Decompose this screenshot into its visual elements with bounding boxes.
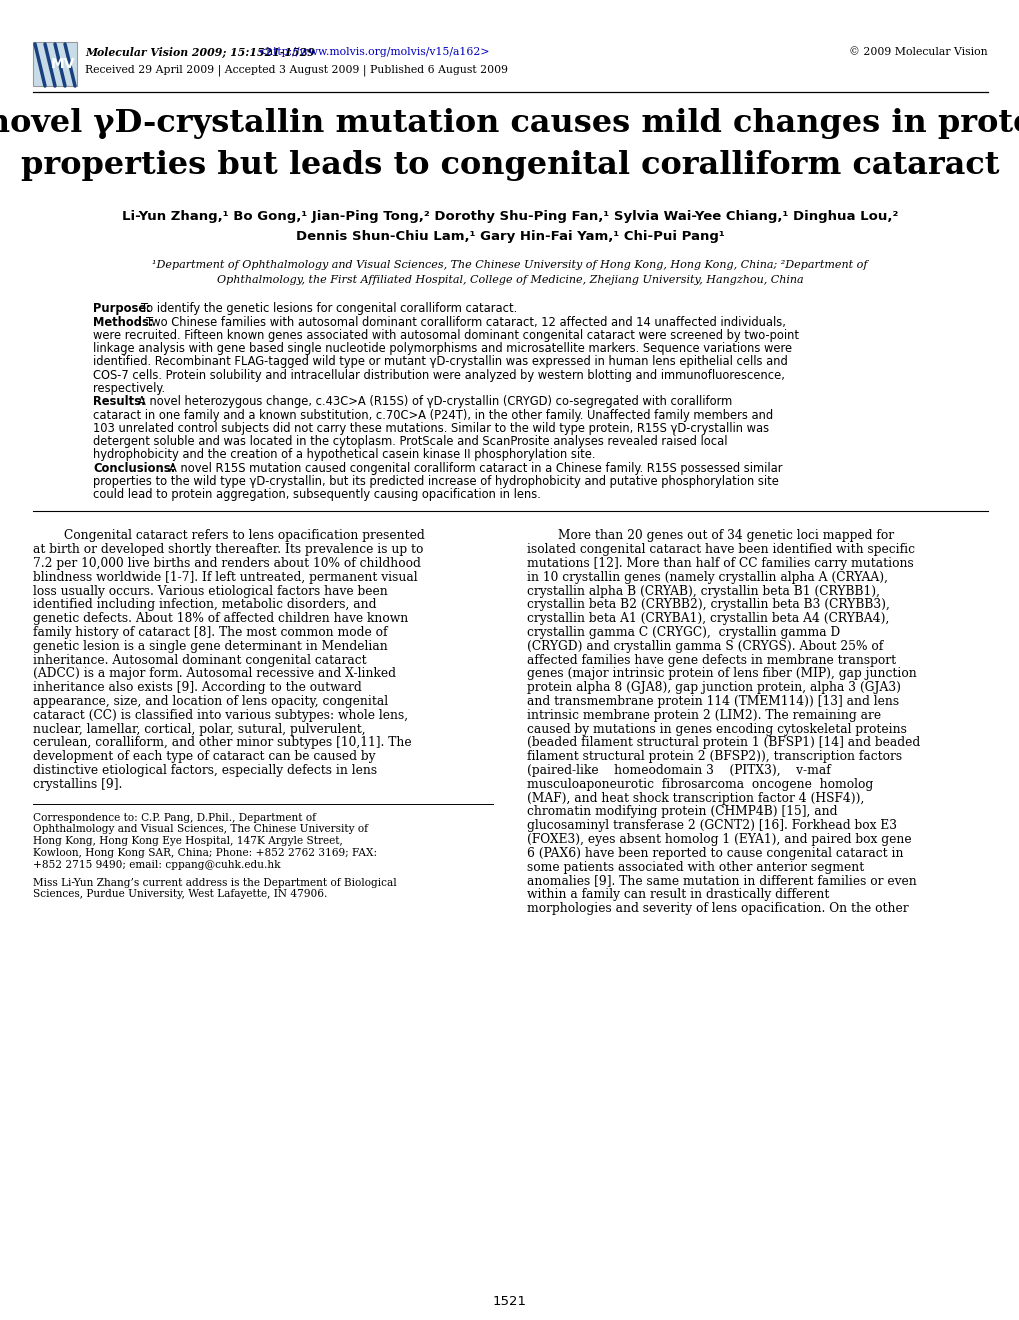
Text: Methods:: Methods: bbox=[93, 315, 153, 329]
Text: could lead to protein aggregation, subsequently causing opacification in lens.: could lead to protein aggregation, subse… bbox=[93, 488, 540, 502]
Text: +852 2715 9490; email: cppang@cuhk.edu.hk: +852 2715 9490; email: cppang@cuhk.edu.h… bbox=[33, 859, 280, 870]
Text: Two Chinese families with autosomal dominant coralliform cataract, 12 affected a: Two Chinese families with autosomal domi… bbox=[146, 315, 785, 329]
Text: Molecular Vision 2009; 15:1521-1529: Molecular Vision 2009; 15:1521-1529 bbox=[85, 46, 318, 58]
Text: © 2009 Molecular Vision: © 2009 Molecular Vision bbox=[849, 48, 987, 57]
Text: Dennis Shun-Chiu Lam,¹ Gary Hin-Fai Yam,¹ Chi-Pui Pang¹: Dennis Shun-Chiu Lam,¹ Gary Hin-Fai Yam,… bbox=[296, 230, 723, 243]
Text: distinctive etiological factors, especially defects in lens: distinctive etiological factors, especia… bbox=[33, 764, 377, 777]
Text: and transmembrane protein 114 (TMEM114)) [13] and lens: and transmembrane protein 114 (TMEM114))… bbox=[527, 696, 898, 708]
Text: family history of cataract [8]. The most common mode of: family history of cataract [8]. The most… bbox=[33, 626, 387, 639]
Text: Results:: Results: bbox=[93, 396, 146, 408]
Text: crystallins [9].: crystallins [9]. bbox=[33, 777, 122, 791]
Text: properties to the wild type γD-crystallin, but its predicted increase of hydroph: properties to the wild type γD-crystalli… bbox=[93, 475, 779, 488]
Text: (MAF), and heat shock transcription factor 4 (HSF4)),: (MAF), and heat shock transcription fact… bbox=[527, 792, 863, 805]
Text: cataract (CC) is classified into various subtypes: whole lens,: cataract (CC) is classified into various… bbox=[33, 709, 408, 722]
Text: MV: MV bbox=[51, 57, 75, 71]
Text: Sciences, Purdue University, West Lafayette, IN 47906.: Sciences, Purdue University, West Lafaye… bbox=[33, 890, 327, 899]
Text: chromatin modifying protein (CHMP4B) [15], and: chromatin modifying protein (CHMP4B) [15… bbox=[527, 805, 837, 818]
Text: appearance, size, and location of lens opacity, congenital: appearance, size, and location of lens o… bbox=[33, 696, 388, 708]
Text: A novel heterozygous change, c.43C>A (R15S) of γD-crystallin (CRYGD) co-segregat: A novel heterozygous change, c.43C>A (R1… bbox=[138, 396, 732, 408]
Text: Conclusions:: Conclusions: bbox=[93, 462, 175, 475]
Text: mutations [12]. More than half of CC families carry mutations: mutations [12]. More than half of CC fam… bbox=[527, 557, 913, 570]
Text: Purpose:: Purpose: bbox=[93, 302, 151, 315]
Text: identified. Recombinant FLAG-tagged wild type or mutant γD-crystallin was expres: identified. Recombinant FLAG-tagged wild… bbox=[93, 355, 787, 368]
Text: inheritance also exists [9]. According to the outward: inheritance also exists [9]. According t… bbox=[33, 681, 362, 694]
Text: 1521: 1521 bbox=[492, 1295, 527, 1308]
Text: in 10 crystallin genes (namely crystallin alpha A (CRYAA),: in 10 crystallin genes (namely crystalli… bbox=[527, 570, 888, 583]
Text: blindness worldwide [1-7]. If left untreated, permanent visual: blindness worldwide [1-7]. If left untre… bbox=[33, 570, 417, 583]
Text: morphologies and severity of lens opacification. On the other: morphologies and severity of lens opacif… bbox=[527, 902, 908, 915]
Text: 103 unrelated control subjects did not carry these mutations. Similar to the wil: 103 unrelated control subjects did not c… bbox=[93, 422, 768, 434]
Text: development of each type of cataract can be caused by: development of each type of cataract can… bbox=[33, 750, 375, 763]
Text: crystallin beta B2 (CRYBB2), crystallin beta B3 (CRYBB3),: crystallin beta B2 (CRYBB2), crystallin … bbox=[527, 598, 889, 611]
Bar bbox=[33, 42, 76, 86]
Text: anomalies [9]. The same mutation in different families or even: anomalies [9]. The same mutation in diff… bbox=[527, 874, 916, 887]
Text: detergent soluble and was located in the cytoplasm. ProtScale and ScanProsite an: detergent soluble and was located in the… bbox=[93, 436, 727, 447]
Text: inheritance. Autosomal dominant congenital cataract: inheritance. Autosomal dominant congenit… bbox=[33, 653, 366, 667]
Text: intrinsic membrane protein 2 (LIM2). The remaining are: intrinsic membrane protein 2 (LIM2). The… bbox=[527, 709, 880, 722]
Text: caused by mutations in genes encoding cytoskeletal proteins: caused by mutations in genes encoding cy… bbox=[527, 722, 906, 735]
Text: protein alpha 8 (GJA8), gap junction protein, alpha 3 (GJA3): protein alpha 8 (GJA8), gap junction pro… bbox=[527, 681, 900, 694]
Text: Ophthalmology and Visual Sciences, The Chinese University of: Ophthalmology and Visual Sciences, The C… bbox=[33, 825, 368, 834]
Text: linkage analysis with gene based single nucleotide polymorphisms and microsatell: linkage analysis with gene based single … bbox=[93, 342, 792, 355]
Text: Li-Yun Zhang,¹ Bo Gong,¹ Jian-Ping Tong,² Dorothy Shu-Ping Fan,¹ Sylvia Wai-Yee : Li-Yun Zhang,¹ Bo Gong,¹ Jian-Ping Tong,… bbox=[121, 210, 898, 223]
Text: (paired-like    homeodomain 3    (PITX3),    v-maf: (paired-like homeodomain 3 (PITX3), v-ma… bbox=[527, 764, 829, 777]
Text: glucosaminyl transferase 2 (GCNT2) [16]. Forkhead box E3: glucosaminyl transferase 2 (GCNT2) [16].… bbox=[527, 820, 896, 833]
Text: cerulean, coralliform, and other minor subtypes [10,11]. The: cerulean, coralliform, and other minor s… bbox=[33, 737, 412, 750]
Text: To identify the genetic lesions for congenital coralliform cataract.: To identify the genetic lesions for cong… bbox=[141, 302, 517, 315]
Text: Hong Kong, Hong Kong Eye Hospital, 147K Argyle Street,: Hong Kong, Hong Kong Eye Hospital, 147K … bbox=[33, 837, 342, 846]
Text: isolated congenital cataract have been identified with specific: isolated congenital cataract have been i… bbox=[527, 544, 914, 556]
Text: Kowloon, Hong Kong SAR, China; Phone: +852 2762 3169; FAX:: Kowloon, Hong Kong SAR, China; Phone: +8… bbox=[33, 847, 377, 858]
Text: hydrophobicity and the creation of a hypothetical casein kinase II phosphorylati: hydrophobicity and the creation of a hyp… bbox=[93, 449, 595, 461]
Text: Miss Li-Yun Zhang’s current address is the Department of Biological: Miss Li-Yun Zhang’s current address is t… bbox=[33, 878, 396, 887]
Text: <http://www.molvis.org/molvis/v15/a162>: <http://www.molvis.org/molvis/v15/a162> bbox=[258, 48, 490, 57]
Text: genes (major intrinsic protein of lens fiber (MIP), gap junction: genes (major intrinsic protein of lens f… bbox=[527, 668, 916, 681]
Text: A novel γD-crystallin mutation causes mild changes in protein: A novel γD-crystallin mutation causes mi… bbox=[0, 108, 1019, 139]
Text: at birth or developed shortly thereafter. Its prevalence is up to: at birth or developed shortly thereafter… bbox=[33, 544, 423, 556]
Text: Ophthalmology, the First Affiliated Hospital, College of Medicine, Zhejiang Univ: Ophthalmology, the First Affiliated Hosp… bbox=[216, 275, 803, 285]
Text: cataract in one family and a known substitution, c.70C>A (P24T), in the other fa: cataract in one family and a known subst… bbox=[93, 409, 772, 421]
Text: were recruited. Fifteen known genes associated with autosomal dominant congenita: were recruited. Fifteen known genes asso… bbox=[93, 329, 798, 342]
Text: crystallin beta A1 (CRYBA1), crystallin beta A4 (CRYBA4),: crystallin beta A1 (CRYBA1), crystallin … bbox=[527, 612, 889, 626]
Text: A novel R15S mutation caused congenital coralliform cataract in a Chinese family: A novel R15S mutation caused congenital … bbox=[169, 462, 782, 475]
Text: (FOXE3), eyes absent homolog 1 (EYA1), and paired box gene: (FOXE3), eyes absent homolog 1 (EYA1), a… bbox=[527, 833, 911, 846]
Text: Correspondence to: C.P. Pang, D.Phil., Department of: Correspondence to: C.P. Pang, D.Phil., D… bbox=[33, 813, 316, 822]
Text: loss usually occurs. Various etiological factors have been: loss usually occurs. Various etiological… bbox=[33, 585, 387, 598]
Text: respectively.: respectively. bbox=[93, 381, 165, 395]
Text: (CRYGD) and crystallin gamma S (CRYGS). About 25% of: (CRYGD) and crystallin gamma S (CRYGS). … bbox=[527, 640, 882, 653]
Text: musculoaponeurotic  fibrosarcoma  oncogene  homolog: musculoaponeurotic fibrosarcoma oncogene… bbox=[527, 777, 872, 791]
Text: Congenital cataract refers to lens opacification presented: Congenital cataract refers to lens opaci… bbox=[33, 529, 424, 543]
Text: affected families have gene defects in membrane transport: affected families have gene defects in m… bbox=[527, 653, 896, 667]
Text: ¹Department of Ophthalmology and Visual Sciences, The Chinese University of Hong: ¹Department of Ophthalmology and Visual … bbox=[152, 260, 867, 271]
Text: identified including infection, metabolic disorders, and: identified including infection, metaboli… bbox=[33, 598, 376, 611]
Text: properties but leads to congenital coralliform cataract: properties but leads to congenital coral… bbox=[20, 150, 999, 181]
Text: genetic defects. About 18% of affected children have known: genetic defects. About 18% of affected c… bbox=[33, 612, 408, 626]
Text: crystallin gamma C (CRYGC),  crystallin gamma D: crystallin gamma C (CRYGC), crystallin g… bbox=[527, 626, 840, 639]
Text: 6 (PAX6) have been reported to cause congenital cataract in: 6 (PAX6) have been reported to cause con… bbox=[527, 847, 903, 859]
Text: within a family can result in drastically different: within a family can result in drasticall… bbox=[527, 888, 828, 902]
Text: filament structural protein 2 (BFSP2)), transcription factors: filament structural protein 2 (BFSP2)), … bbox=[527, 750, 901, 763]
Text: (ADCC) is a major form. Autosomal recessive and X-linked: (ADCC) is a major form. Autosomal recess… bbox=[33, 668, 395, 681]
Text: 7.2 per 10,000 live births and renders about 10% of childhood: 7.2 per 10,000 live births and renders a… bbox=[33, 557, 421, 570]
Text: Received 29 April 2009 | Accepted 3 August 2009 | Published 6 August 2009: Received 29 April 2009 | Accepted 3 Augu… bbox=[85, 65, 507, 75]
Text: genetic lesion is a single gene determinant in Mendelian: genetic lesion is a single gene determin… bbox=[33, 640, 387, 653]
Text: some patients associated with other anterior segment: some patients associated with other ante… bbox=[527, 861, 863, 874]
Text: crystallin alpha B (CRYAB), crystallin beta B1 (CRYBB1),: crystallin alpha B (CRYAB), crystallin b… bbox=[527, 585, 879, 598]
Text: (beaded filament structural protein 1 (BFSP1) [14] and beaded: (beaded filament structural protein 1 (B… bbox=[527, 737, 919, 750]
Text: nuclear, lamellar, cortical, polar, sutural, pulverulent,: nuclear, lamellar, cortical, polar, sutu… bbox=[33, 722, 365, 735]
Text: COS-7 cells. Protein solubility and intracellular distribution were analyzed by : COS-7 cells. Protein solubility and intr… bbox=[93, 368, 784, 381]
Text: More than 20 genes out of 34 genetic loci mapped for: More than 20 genes out of 34 genetic loc… bbox=[527, 529, 894, 543]
